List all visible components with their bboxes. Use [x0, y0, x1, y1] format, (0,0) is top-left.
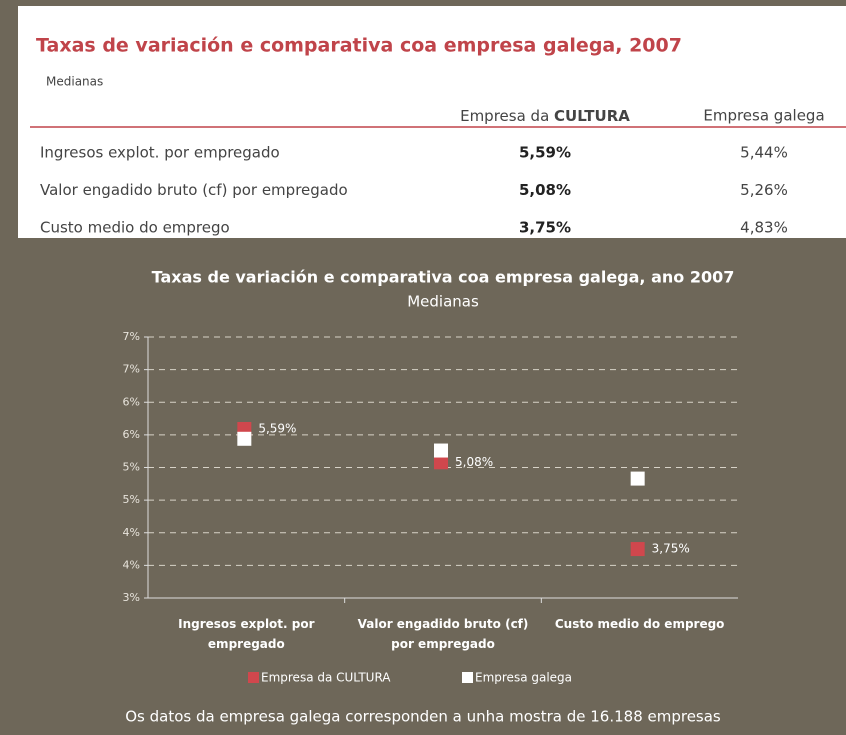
legend-swatch — [248, 672, 259, 683]
chart-subtitle: Medianas — [407, 293, 479, 311]
cell: 5,26% — [740, 181, 788, 199]
y-tick-label: 5% — [123, 493, 140, 506]
row-label: Valor engadido bruto (cf) por empregado — [40, 181, 348, 199]
row-label: Custo medio do emprego — [40, 219, 230, 237]
chart-title: Taxas de variación e comparativa coa emp… — [152, 268, 735, 287]
marker — [630, 471, 645, 486]
x-tick-label: Ingresos explot. por empregado — [178, 617, 314, 651]
y-tick-label: 4% — [123, 558, 140, 571]
marker — [434, 443, 448, 458]
y-tick-label: 6% — [123, 395, 140, 408]
marker — [630, 542, 645, 557]
data-label: 5,08% — [455, 455, 493, 469]
column-header-text: Empresa da — [460, 107, 549, 125]
x-tick-label: Valor engadido bruto (cf) por empregado — [358, 617, 529, 651]
y-tick-label: 7% — [123, 330, 140, 343]
column-header: Empresa galega — [703, 107, 824, 125]
cell: 5,08% — [519, 181, 571, 199]
legend-label: Empresa da CULTURA — [261, 671, 391, 685]
x-tick-label-line: empregado — [208, 637, 285, 651]
footnote: Os datos da empresa galega corresponden … — [125, 708, 721, 726]
x-tick-label-line: por empregado — [391, 637, 495, 651]
data-label: 3,75% — [652, 542, 690, 556]
x-tick-label-line: Custo medio do emprego — [555, 617, 725, 631]
legend-swatch — [462, 672, 473, 683]
table-title: Taxas de variación e comparativa coa emp… — [36, 35, 682, 57]
y-tick-label: 3% — [123, 591, 140, 604]
column-header: Empresa da CULTURA — [460, 107, 630, 125]
table-subtitle: Medianas — [46, 75, 103, 89]
column-header-bold: CULTURA — [554, 107, 630, 125]
table-panel — [18, 6, 846, 238]
y-tick-label: 4% — [123, 526, 140, 539]
y-tick-label: 5% — [123, 461, 140, 474]
marker — [237, 431, 252, 446]
cell: 3,75% — [519, 219, 571, 237]
x-tick-label-line: Valor engadido bruto (cf) — [358, 617, 529, 631]
y-tick-label: 6% — [123, 428, 140, 441]
cell: 4,83% — [740, 219, 788, 237]
legend-label: Empresa galega — [475, 671, 572, 685]
cell: 5,59% — [519, 144, 571, 162]
row-label: Ingresos explot. por empregado — [40, 144, 280, 162]
data-label: 5,59% — [258, 422, 296, 436]
x-tick-label-line: Ingresos explot. por — [178, 617, 314, 631]
x-tick-label: Custo medio do emprego — [555, 617, 725, 631]
cell: 5,44% — [740, 144, 788, 162]
marker — [434, 455, 448, 470]
y-tick-label: 7% — [123, 363, 140, 376]
